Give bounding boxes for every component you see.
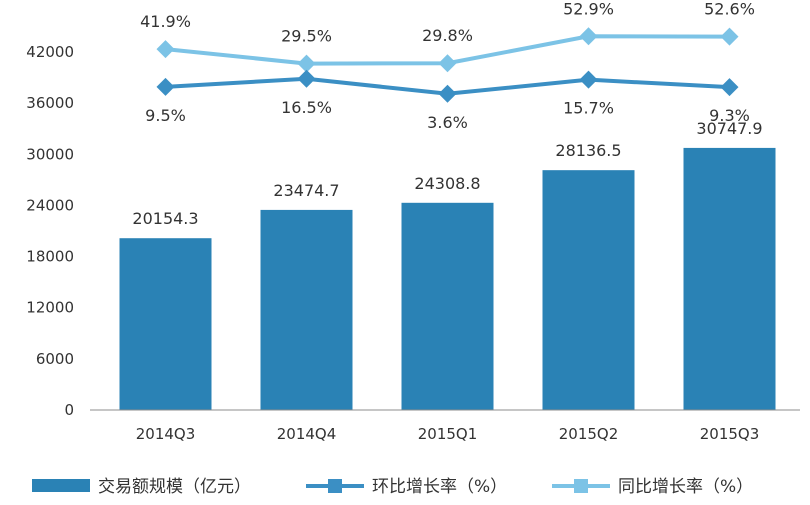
- line-point: [438, 54, 457, 73]
- x-axis: 2014Q3 2014Q4 2015Q1 2015Q2 2015Q3: [90, 409, 800, 443]
- bar-value-label: 20154.3: [132, 209, 198, 228]
- y-axis: 0 6000 12000 18000 24000 30000 36000 42000: [26, 43, 74, 419]
- line-value-label: 29.8%: [422, 26, 473, 45]
- legend-swatch-bar: [32, 479, 90, 492]
- line-point: [297, 54, 316, 73]
- line-value-label: 3.6%: [427, 113, 468, 132]
- x-tick-label: 2015Q3: [700, 425, 760, 443]
- line-value-label: 52.6%: [704, 0, 755, 19]
- bars: 20154.3 23474.7 24308.8 28136.5 30747.9: [119, 119, 776, 410]
- line-point: [438, 84, 457, 103]
- x-tick-label: 2015Q2: [559, 425, 619, 443]
- line-value-label: 16.5%: [281, 98, 332, 117]
- bar: [542, 170, 635, 410]
- line-point: [720, 78, 739, 97]
- y-tick-label: 36000: [26, 94, 74, 112]
- bar: [260, 209, 353, 410]
- growth-lines: 41.9% 29.5% 29.8% 52.9% 52.6% 9.5% 16.5% 3.6% 15…: [140, 0, 755, 132]
- y-tick-label: 6000: [36, 350, 74, 368]
- legend-label: 同比增长率（%）: [618, 477, 753, 497]
- y-tick-label: 24000: [26, 196, 74, 214]
- line-point: [156, 77, 175, 96]
- x-tick-label: 2014Q4: [277, 425, 337, 443]
- bar-value-label: 24308.8: [414, 174, 480, 193]
- line-value-label: 29.5%: [281, 27, 332, 46]
- line-point: [156, 40, 175, 59]
- bar: [119, 238, 212, 410]
- bar-value-label: 30747.9: [696, 119, 762, 138]
- line-point: [297, 69, 316, 88]
- y-tick-label: 0: [64, 401, 74, 419]
- line-value-label: 52.9%: [563, 0, 614, 18]
- legend-label: 交易额规模（亿元）: [98, 477, 251, 497]
- line-value-label: 15.7%: [563, 99, 614, 118]
- x-tick-label: 2015Q1: [418, 425, 478, 443]
- legend-swatch-marker: [328, 479, 342, 493]
- y-tick-label: 12000: [26, 299, 74, 317]
- legend: 交易额规模（亿元） 环比增长率（%） 同比增长率（%）: [32, 477, 753, 497]
- y-tick-label: 18000: [26, 248, 74, 266]
- x-tick-label: 2014Q3: [136, 425, 196, 443]
- line-value-label: 9.3%: [709, 106, 750, 125]
- line-point: [720, 27, 739, 46]
- bar: [401, 202, 494, 410]
- bar: [683, 147, 776, 410]
- bar-value-label: 23474.7: [273, 181, 339, 200]
- line-point: [579, 70, 598, 89]
- legend-swatch-marker: [574, 479, 588, 493]
- y-tick-label: 30000: [26, 145, 74, 163]
- bar-value-label: 28136.5: [555, 141, 621, 160]
- line-value-label: 41.9%: [140, 12, 191, 31]
- legend-label: 环比增长率（%）: [372, 477, 507, 497]
- line-value-label: 9.5%: [145, 106, 186, 125]
- y-tick-label: 42000: [26, 43, 74, 61]
- line-point: [579, 27, 598, 46]
